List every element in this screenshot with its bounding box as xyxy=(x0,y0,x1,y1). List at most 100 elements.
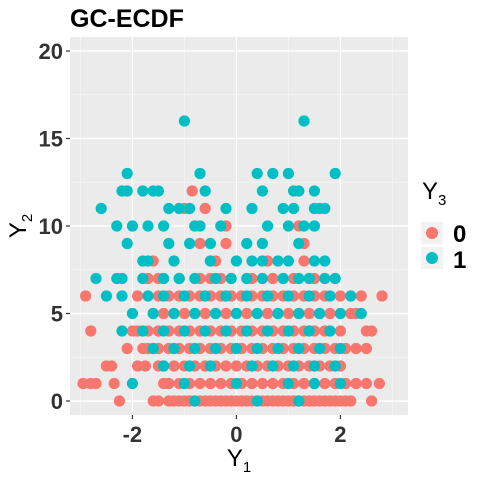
point-group-1 xyxy=(308,220,320,232)
point-group-1 xyxy=(256,255,268,267)
point-group-1 xyxy=(246,255,258,267)
point-group-1 xyxy=(230,307,242,320)
point-group-1 xyxy=(293,272,305,285)
point-group-1 xyxy=(210,342,222,355)
point-group-1 xyxy=(204,360,216,372)
point-group-0 xyxy=(108,377,120,390)
point-group-1 xyxy=(168,255,180,267)
point-group-0 xyxy=(262,307,274,320)
point-group-0 xyxy=(220,307,232,320)
point-group-1 xyxy=(293,395,305,407)
point-group-0 xyxy=(199,307,211,320)
point-group-1 xyxy=(199,290,211,302)
y-tick-label: 20 xyxy=(39,39,63,64)
y-axis-ticks: 0 5 10 15 20 xyxy=(39,39,70,414)
point-group-1 xyxy=(319,255,331,267)
point-group-0 xyxy=(319,377,331,390)
legend: Y3 0 1 xyxy=(421,178,466,274)
point-group-1 xyxy=(319,202,331,215)
point-group-1 xyxy=(241,290,253,302)
point-group-1 xyxy=(184,237,196,250)
point-group-0 xyxy=(334,290,346,302)
x-axis-title-sub: 1 xyxy=(243,459,251,476)
point-group-0 xyxy=(298,255,310,267)
x-tick-label: -2 xyxy=(123,422,143,447)
point-group-1 xyxy=(303,290,315,302)
point-group-1 xyxy=(293,185,305,197)
point-group-1 xyxy=(137,272,149,285)
point-group-1 xyxy=(303,325,315,337)
point-group-1 xyxy=(272,342,284,355)
point-group-1 xyxy=(199,185,211,197)
point-group-1 xyxy=(308,185,320,197)
point-group-1 xyxy=(308,360,320,372)
point-group-1 xyxy=(314,307,326,320)
point-group-0 xyxy=(139,360,151,372)
point-group-1 xyxy=(142,220,154,232)
point-group-1 xyxy=(210,272,222,285)
point-group-1 xyxy=(163,237,175,250)
point-group-1 xyxy=(158,360,170,372)
point-group-1 xyxy=(267,360,279,372)
point-group-1 xyxy=(355,307,367,320)
point-group-1 xyxy=(230,255,242,267)
point-group-1 xyxy=(277,202,289,215)
x-axis-title-main: Y xyxy=(227,445,243,472)
point-group-1 xyxy=(178,115,190,127)
point-group-1 xyxy=(225,272,237,285)
point-group-1 xyxy=(194,220,206,232)
point-group-1 xyxy=(262,220,274,232)
point-group-0 xyxy=(230,360,242,372)
point-group-1 xyxy=(215,220,227,232)
point-group-1 xyxy=(116,290,128,302)
point-group-1 xyxy=(178,325,190,337)
point-group-1 xyxy=(324,325,336,337)
point-group-1 xyxy=(178,290,190,302)
point-group-0 xyxy=(80,290,92,302)
point-group-1 xyxy=(100,290,112,302)
point-group-1 xyxy=(184,360,196,372)
point-group-0 xyxy=(132,360,144,372)
point-group-1 xyxy=(282,377,294,390)
point-group-1 xyxy=(293,342,305,355)
point-group-0 xyxy=(334,325,346,337)
point-group-1 xyxy=(303,272,315,285)
point-group-1 xyxy=(282,220,294,232)
point-group-1 xyxy=(95,202,107,215)
point-group-0 xyxy=(85,325,97,337)
legend-key-1 xyxy=(426,252,438,264)
point-group-1 xyxy=(298,115,310,127)
point-group-1 xyxy=(324,290,336,302)
point-group-1 xyxy=(334,377,346,390)
point-group-1 xyxy=(314,342,326,355)
legend-title-main: Y xyxy=(422,178,438,205)
x-axis-title: Y1 xyxy=(227,445,251,476)
point-group-1 xyxy=(163,202,175,215)
point-group-0 xyxy=(90,377,102,390)
legend-label-1: 1 xyxy=(453,247,466,274)
y-axis-title-main: Y xyxy=(5,222,32,238)
point-group-1 xyxy=(334,342,346,355)
point-group-1 xyxy=(282,255,294,267)
point-group-0 xyxy=(168,360,180,372)
point-group-1 xyxy=(293,237,305,250)
point-group-1 xyxy=(152,185,164,197)
point-group-0 xyxy=(77,377,89,390)
point-group-0 xyxy=(204,377,216,390)
point-group-1 xyxy=(126,377,138,390)
point-group-0 xyxy=(220,237,232,250)
point-group-1 xyxy=(90,272,102,285)
legend-key-0 xyxy=(426,227,438,239)
point-group-0 xyxy=(350,342,362,355)
point-group-0 xyxy=(158,307,170,320)
point-group-1 xyxy=(246,360,258,372)
point-group-1 xyxy=(262,290,274,302)
point-group-0 xyxy=(366,325,378,337)
point-group-1 xyxy=(282,325,294,337)
point-group-1 xyxy=(204,255,216,267)
point-group-1 xyxy=(329,272,341,285)
point-group-1 xyxy=(241,272,253,285)
point-group-1 xyxy=(282,290,294,302)
point-group-1 xyxy=(329,167,341,180)
